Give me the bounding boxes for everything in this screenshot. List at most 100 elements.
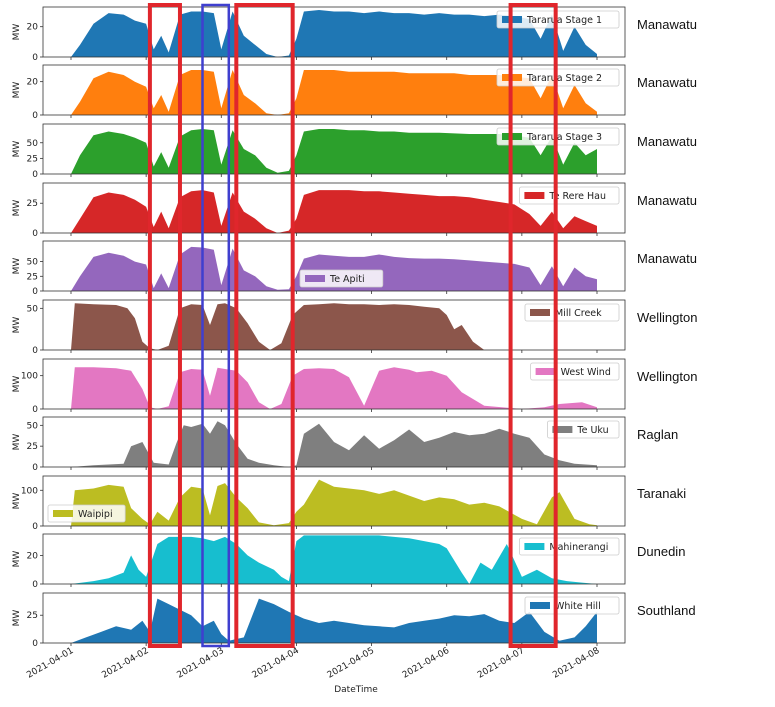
legend-swatch — [53, 510, 73, 517]
y-tick-label: 0 — [32, 229, 38, 239]
y-axis-label: MW — [12, 610, 22, 627]
region-label: Manawatu — [637, 251, 697, 266]
legend-box — [524, 596, 620, 615]
legend-swatch — [535, 368, 556, 375]
y-axis-label: MW — [12, 434, 22, 451]
y-tick-label: 25 — [27, 154, 38, 164]
y-tick-label: 20 — [27, 551, 39, 561]
legend: Tararua Stage 1 — [496, 10, 620, 29]
y-tick-label: 0 — [32, 463, 38, 473]
legend: White Hill — [524, 596, 620, 615]
x-tick-label: 2021-04-02 — [100, 646, 150, 681]
panel-tararua-stage-3: 0 25 50 MW Tararua Stage 3 Manawatu — [12, 123, 697, 180]
x-axis-label: DateTime — [334, 685, 378, 695]
y-tick-label: 100 — [21, 372, 38, 382]
panel-tararua-stage-2: 0 20 MW Tararua Stage 2 Manawatu — [12, 64, 697, 121]
panel-frame — [42, 592, 626, 644]
panel-te-apiti: 0 25 50 MW Te Apiti Manawatu — [12, 240, 697, 297]
legend-label: White Hill — [555, 601, 601, 612]
region-label: Wellington — [637, 310, 697, 325]
x-tick-label: 2021-04-05 — [326, 646, 376, 681]
highlight-box — [508, 3, 558, 648]
legend-swatch — [530, 602, 550, 609]
legend-box — [496, 10, 620, 29]
panel-frame — [42, 416, 626, 468]
legend: Tararua Stage 2 — [496, 68, 620, 87]
y-tick-label: 25 — [27, 272, 38, 282]
y-tick-label: 50 — [27, 421, 39, 431]
legend-label: West Wind — [561, 367, 611, 378]
panel-te-rere-hau: 0 25 MW Te Rere Hau Manawatu — [12, 182, 697, 239]
region-label: Manawatu — [637, 134, 697, 149]
panel-frame — [42, 6, 626, 58]
y-axis-label: MW — [12, 141, 22, 158]
panel-frame — [42, 64, 626, 116]
y-axis-label: MW — [12, 258, 22, 275]
legend-box — [530, 362, 620, 381]
x-tick-label: 2021-04-08 — [551, 646, 602, 681]
legend-label: Mill Creek — [555, 308, 602, 319]
y-axis-label: MW — [12, 24, 22, 41]
panel-mahinerangi: 0 20 MW Mahinerangi Dunedin — [12, 533, 685, 590]
y-tick-label: 0 — [32, 346, 38, 356]
legend-box — [519, 186, 620, 205]
region-label: Dunedin — [637, 544, 685, 559]
highlight-box — [234, 3, 295, 648]
legend-label: Te Apiti — [329, 274, 365, 285]
y-axis-label: MW — [12, 376, 22, 393]
legend-label: Tararua Stage 2 — [526, 73, 602, 84]
legend-swatch — [530, 309, 550, 316]
legend-box — [496, 127, 620, 146]
region-label: Wellington — [637, 369, 697, 384]
legend: Mill Creek — [524, 303, 620, 322]
legend-label: Waipipi — [78, 509, 113, 520]
legend-label: Te Uku — [576, 425, 608, 436]
region-label: Manawatu — [637, 193, 697, 208]
y-axis-label: MW — [12, 200, 22, 217]
legend: Te Rere Hau — [519, 186, 620, 205]
y-tick-label: 25 — [27, 199, 38, 209]
legend-label: Mahinerangi — [549, 542, 608, 553]
x-tick-label: 2021-04-07 — [476, 646, 526, 681]
panel-te-uku: 0 25 50 MW Te Uku Raglan — [12, 416, 678, 473]
panel-frame — [42, 240, 626, 292]
panel-mill-creek: 0 50 MW Mill Creek Wellington — [12, 299, 697, 356]
y-axis-label: MW — [12, 82, 22, 99]
panel-frame — [42, 182, 626, 234]
region-label: Raglan — [637, 427, 678, 442]
legend-box — [47, 504, 126, 523]
y-tick-label: 0 — [32, 111, 38, 121]
y-tick-label: 50 — [27, 304, 39, 314]
y-tick-label: 0 — [32, 405, 38, 415]
x-tick-label: 2021-04-06 — [401, 646, 452, 681]
legend: Tararua Stage 3 — [496, 127, 620, 146]
panel-frame — [42, 123, 626, 175]
y-tick-label: 0 — [32, 639, 38, 649]
y-tick-label: 25 — [27, 611, 38, 621]
legend-box — [299, 269, 384, 288]
region-label: Taranaki — [637, 486, 686, 501]
panel-frame — [42, 475, 626, 527]
legend-swatch — [552, 426, 573, 433]
y-tick-label: 100 — [21, 486, 38, 496]
y-tick-label: 25 — [27, 442, 38, 452]
x-tick-label: 2021-04-04 — [251, 646, 302, 681]
x-tick-label: 2021-04-01 — [25, 646, 75, 681]
legend-box — [519, 537, 620, 556]
legend-label: Tararua Stage 1 — [526, 15, 602, 26]
y-axis-label: MW — [12, 551, 22, 568]
legend: Waipipi — [47, 504, 126, 523]
y-tick-label: 20 — [27, 23, 39, 33]
panel-frame — [42, 358, 626, 410]
legend-box — [524, 303, 620, 322]
x-tick-label: 2021-04-03 — [175, 646, 225, 681]
legend: West Wind — [530, 362, 620, 381]
legend: Te Apiti — [299, 269, 384, 288]
y-axis-label: MW — [12, 317, 22, 334]
y-tick-label: 0 — [32, 53, 38, 63]
y-axis-label: MW — [12, 493, 22, 510]
